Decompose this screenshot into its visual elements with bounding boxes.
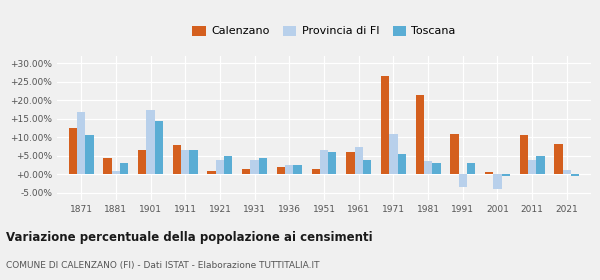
Bar <box>467 163 475 174</box>
Bar <box>320 150 328 174</box>
Bar <box>416 95 424 174</box>
Bar <box>77 112 85 174</box>
Legend: Calenzano, Provincia di FI, Toscana: Calenzano, Provincia di FI, Toscana <box>188 21 460 41</box>
Bar <box>389 134 398 174</box>
Bar <box>250 160 259 174</box>
Text: Variazione percentuale della popolazione ai censimenti: Variazione percentuale della popolazione… <box>6 231 373 244</box>
Bar <box>355 147 363 174</box>
Bar <box>138 150 146 174</box>
Bar <box>528 160 536 174</box>
Bar <box>424 161 432 174</box>
Bar <box>85 136 94 174</box>
Bar <box>398 154 406 174</box>
Bar <box>120 163 128 174</box>
Bar <box>536 156 545 174</box>
Bar <box>432 163 440 174</box>
Bar <box>285 165 293 174</box>
Bar <box>458 174 467 187</box>
Bar <box>554 144 563 174</box>
Bar <box>259 158 267 174</box>
Bar <box>363 160 371 174</box>
Bar <box>69 128 77 174</box>
Bar <box>571 174 579 176</box>
Bar <box>293 165 302 174</box>
Bar <box>181 150 190 174</box>
Bar <box>224 156 232 174</box>
Bar <box>155 121 163 174</box>
Bar <box>242 169 250 174</box>
Bar <box>112 171 120 174</box>
Bar <box>381 76 389 174</box>
Bar <box>328 152 337 174</box>
Bar <box>216 160 224 174</box>
Bar <box>563 170 571 174</box>
Bar <box>520 136 528 174</box>
Bar <box>493 174 502 189</box>
Bar <box>485 172 493 174</box>
Bar <box>311 169 320 174</box>
Bar <box>146 109 155 174</box>
Bar <box>103 158 112 174</box>
Bar <box>450 134 458 174</box>
Bar <box>502 174 510 176</box>
Bar <box>346 152 355 174</box>
Bar <box>190 150 198 174</box>
Bar <box>277 167 285 174</box>
Bar <box>208 171 216 174</box>
Bar <box>173 146 181 174</box>
Text: COMUNE DI CALENZANO (FI) - Dati ISTAT - Elaborazione TUTTITALIA.IT: COMUNE DI CALENZANO (FI) - Dati ISTAT - … <box>6 261 320 270</box>
